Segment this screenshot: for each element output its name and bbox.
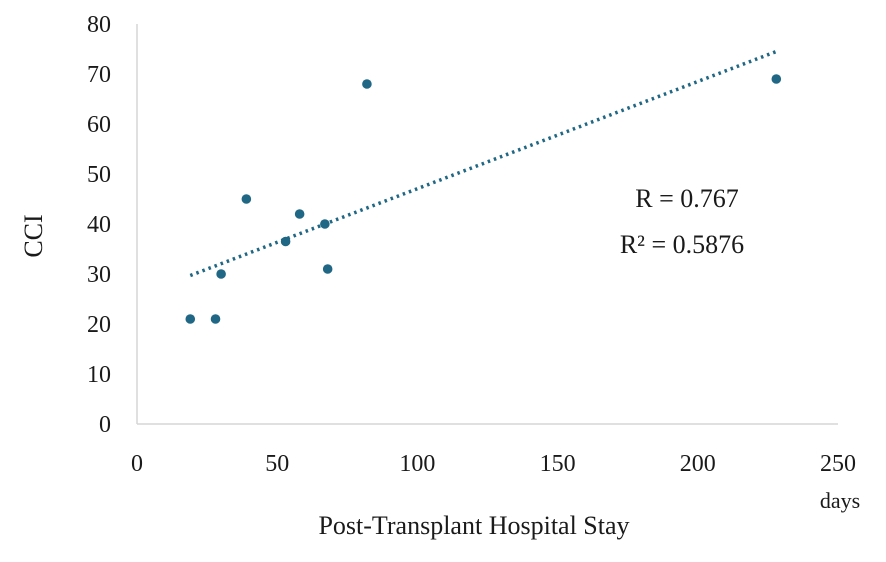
data-point [362, 79, 372, 89]
data-point [280, 236, 291, 247]
data-point [320, 219, 330, 229]
annotation-r-squared: R² = 0.5876 [620, 230, 744, 259]
x-tick-label: 250 [820, 451, 856, 477]
x-tick-labels: 0 50 100 150 200 250 [131, 451, 856, 477]
data-point [216, 269, 226, 279]
y-tick-label: 70 [87, 62, 111, 88]
y-tick-label: 40 [87, 212, 111, 238]
x-tick-label: 200 [680, 451, 716, 477]
data-point [241, 194, 252, 204]
x-tick-label: 150 [540, 451, 576, 477]
data-point [771, 74, 782, 84]
y-tick-label: 50 [87, 162, 111, 188]
y-axis-title: CCI [19, 214, 48, 257]
y-tick-labels: 0 10 20 30 40 50 60 70 80 [87, 12, 111, 438]
x-axis-title: Post-Transplant Hospital Stay [318, 511, 629, 540]
data-point [322, 264, 333, 274]
data-points [185, 74, 782, 324]
annotation-r: R = 0.767 [635, 184, 739, 213]
x-axis-unit: days [820, 488, 860, 513]
data-point [210, 314, 221, 324]
x-tick-label: 0 [131, 451, 143, 477]
y-tick-label: 0 [99, 412, 111, 438]
y-tick-label: 80 [87, 12, 111, 38]
y-tick-label: 10 [87, 362, 111, 388]
y-tick-label: 30 [87, 262, 111, 288]
y-tick-label: 60 [87, 112, 111, 138]
axes [136, 24, 838, 425]
x-tick-label: 50 [265, 451, 289, 477]
y-tick-label: 20 [87, 312, 111, 338]
data-point [294, 209, 305, 219]
x-tick-label: 100 [399, 451, 435, 477]
data-point [185, 314, 196, 324]
